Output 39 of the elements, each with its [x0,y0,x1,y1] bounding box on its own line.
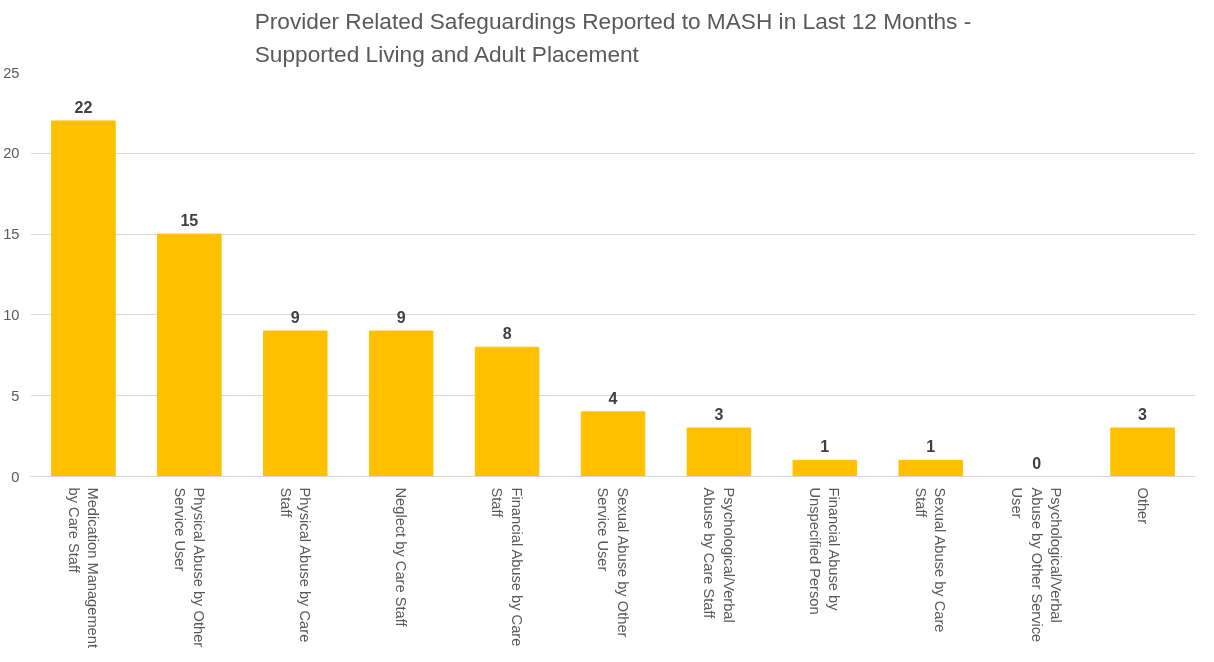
x-tick-label: Psychological/Verbal Abuse by Other Service User [1009,487,1064,643]
y-tick-label: 20 [3,145,20,162]
bar [580,411,646,477]
data-label: 9 [290,309,300,327]
x-tick-label: Financial Abuse by Unspecified Person [807,487,843,615]
x-tick-label: Other [1134,487,1151,525]
bar [51,120,116,477]
y-tick-label: 5 [11,387,20,404]
data-label: 3 [714,406,724,424]
bar [792,459,858,477]
chart-title: Provider Related Safeguardings Reported to MASH in Last 12 Months - Supported Living and Adult Placement [254,7,972,68]
x-tick-label: Psychological/Verbal Abuse by Care Staff [701,487,737,623]
x-tick-label: Neglect by Care Staff [393,487,410,628]
y-tick-label: 10 [3,306,20,323]
data-label: 0 [1032,454,1042,472]
data-label: 8 [502,325,512,343]
bar [686,427,752,477]
y-tick-label: 25 [3,64,20,81]
bar [1110,427,1175,477]
x-tick-label: Sexual Abuse by Other Service User [595,487,631,638]
x-tick-label: Physical Abuse by Care Staff [277,487,313,643]
x-tick-label: Physical Abuse by Other Service User [171,487,207,648]
data-label: 1 [926,438,936,456]
data-label: 1 [820,438,830,456]
bar [157,233,222,477]
bar [368,330,434,477]
x-tick-label: Sexual Abuse by Care Staff [913,487,949,633]
y-tick-label: 15 [3,226,20,243]
bar [263,330,328,477]
bar [474,346,540,477]
data-label: 3 [1138,406,1148,424]
data-label: 22 [74,98,93,116]
data-label: 4 [608,389,618,407]
bar [898,459,963,477]
x-tick-label: Medication Management by Care Staff [65,487,102,648]
y-tick-label: 0 [11,468,20,485]
data-label: 15 [180,212,199,230]
data-label: 9 [396,309,406,327]
x-tick-label: Financial Abuse by Care Staff [489,487,525,647]
